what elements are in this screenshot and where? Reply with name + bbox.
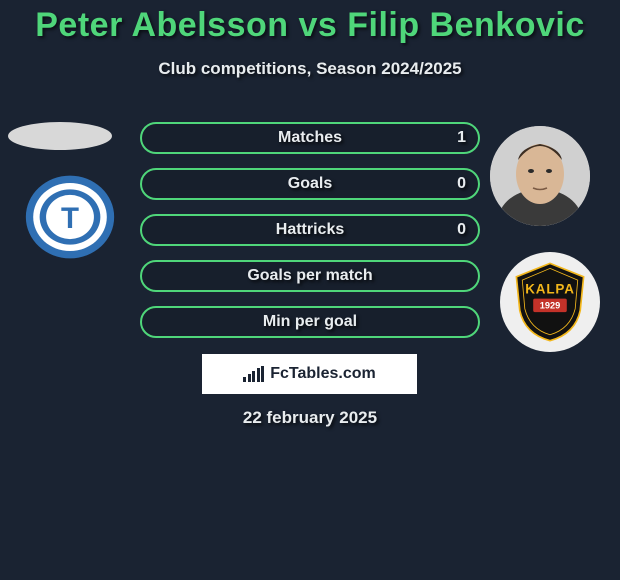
stat-value-right: 0 bbox=[457, 175, 466, 193]
stat-label: Matches bbox=[278, 129, 342, 147]
club-right-label: KALPA bbox=[525, 282, 575, 297]
brand-badge: FcTables.com bbox=[202, 354, 417, 394]
club-left-crest: T TRELLEBORGS FF bbox=[19, 171, 121, 263]
svg-text:T: T bbox=[61, 202, 79, 235]
footer-date: 22 february 2025 bbox=[0, 408, 620, 428]
stats-table: Matches 1 Goals 0 Hattricks 0 Goals per … bbox=[140, 122, 480, 352]
stat-label: Hattricks bbox=[276, 221, 344, 239]
page-subtitle: Club competitions, Season 2024/2025 bbox=[0, 59, 620, 79]
club-right-year: 1929 bbox=[540, 301, 561, 311]
brand-text: FcTables.com bbox=[270, 365, 376, 383]
stat-row-goals-per-match: Goals per match bbox=[140, 260, 480, 292]
stat-value-right: 0 bbox=[457, 221, 466, 239]
player-right-avatar bbox=[490, 126, 590, 226]
stat-row-goals: Goals 0 bbox=[140, 168, 480, 200]
stat-value-right: 1 bbox=[457, 129, 466, 147]
player-left-avatar bbox=[8, 122, 112, 150]
stat-row-hattricks: Hattricks 0 bbox=[140, 214, 480, 246]
stat-row-matches: Matches 1 bbox=[140, 122, 480, 154]
stat-label: Goals bbox=[288, 175, 332, 193]
stat-label: Goals per match bbox=[247, 267, 372, 285]
page-title: Peter Abelsson vs Filip Benkovic bbox=[0, 0, 620, 45]
club-right-crest: KALPA 1929 bbox=[500, 252, 600, 352]
bars-icon bbox=[243, 366, 264, 382]
stat-row-min-per-goal: Min per goal bbox=[140, 306, 480, 338]
stat-label: Min per goal bbox=[263, 313, 357, 331]
